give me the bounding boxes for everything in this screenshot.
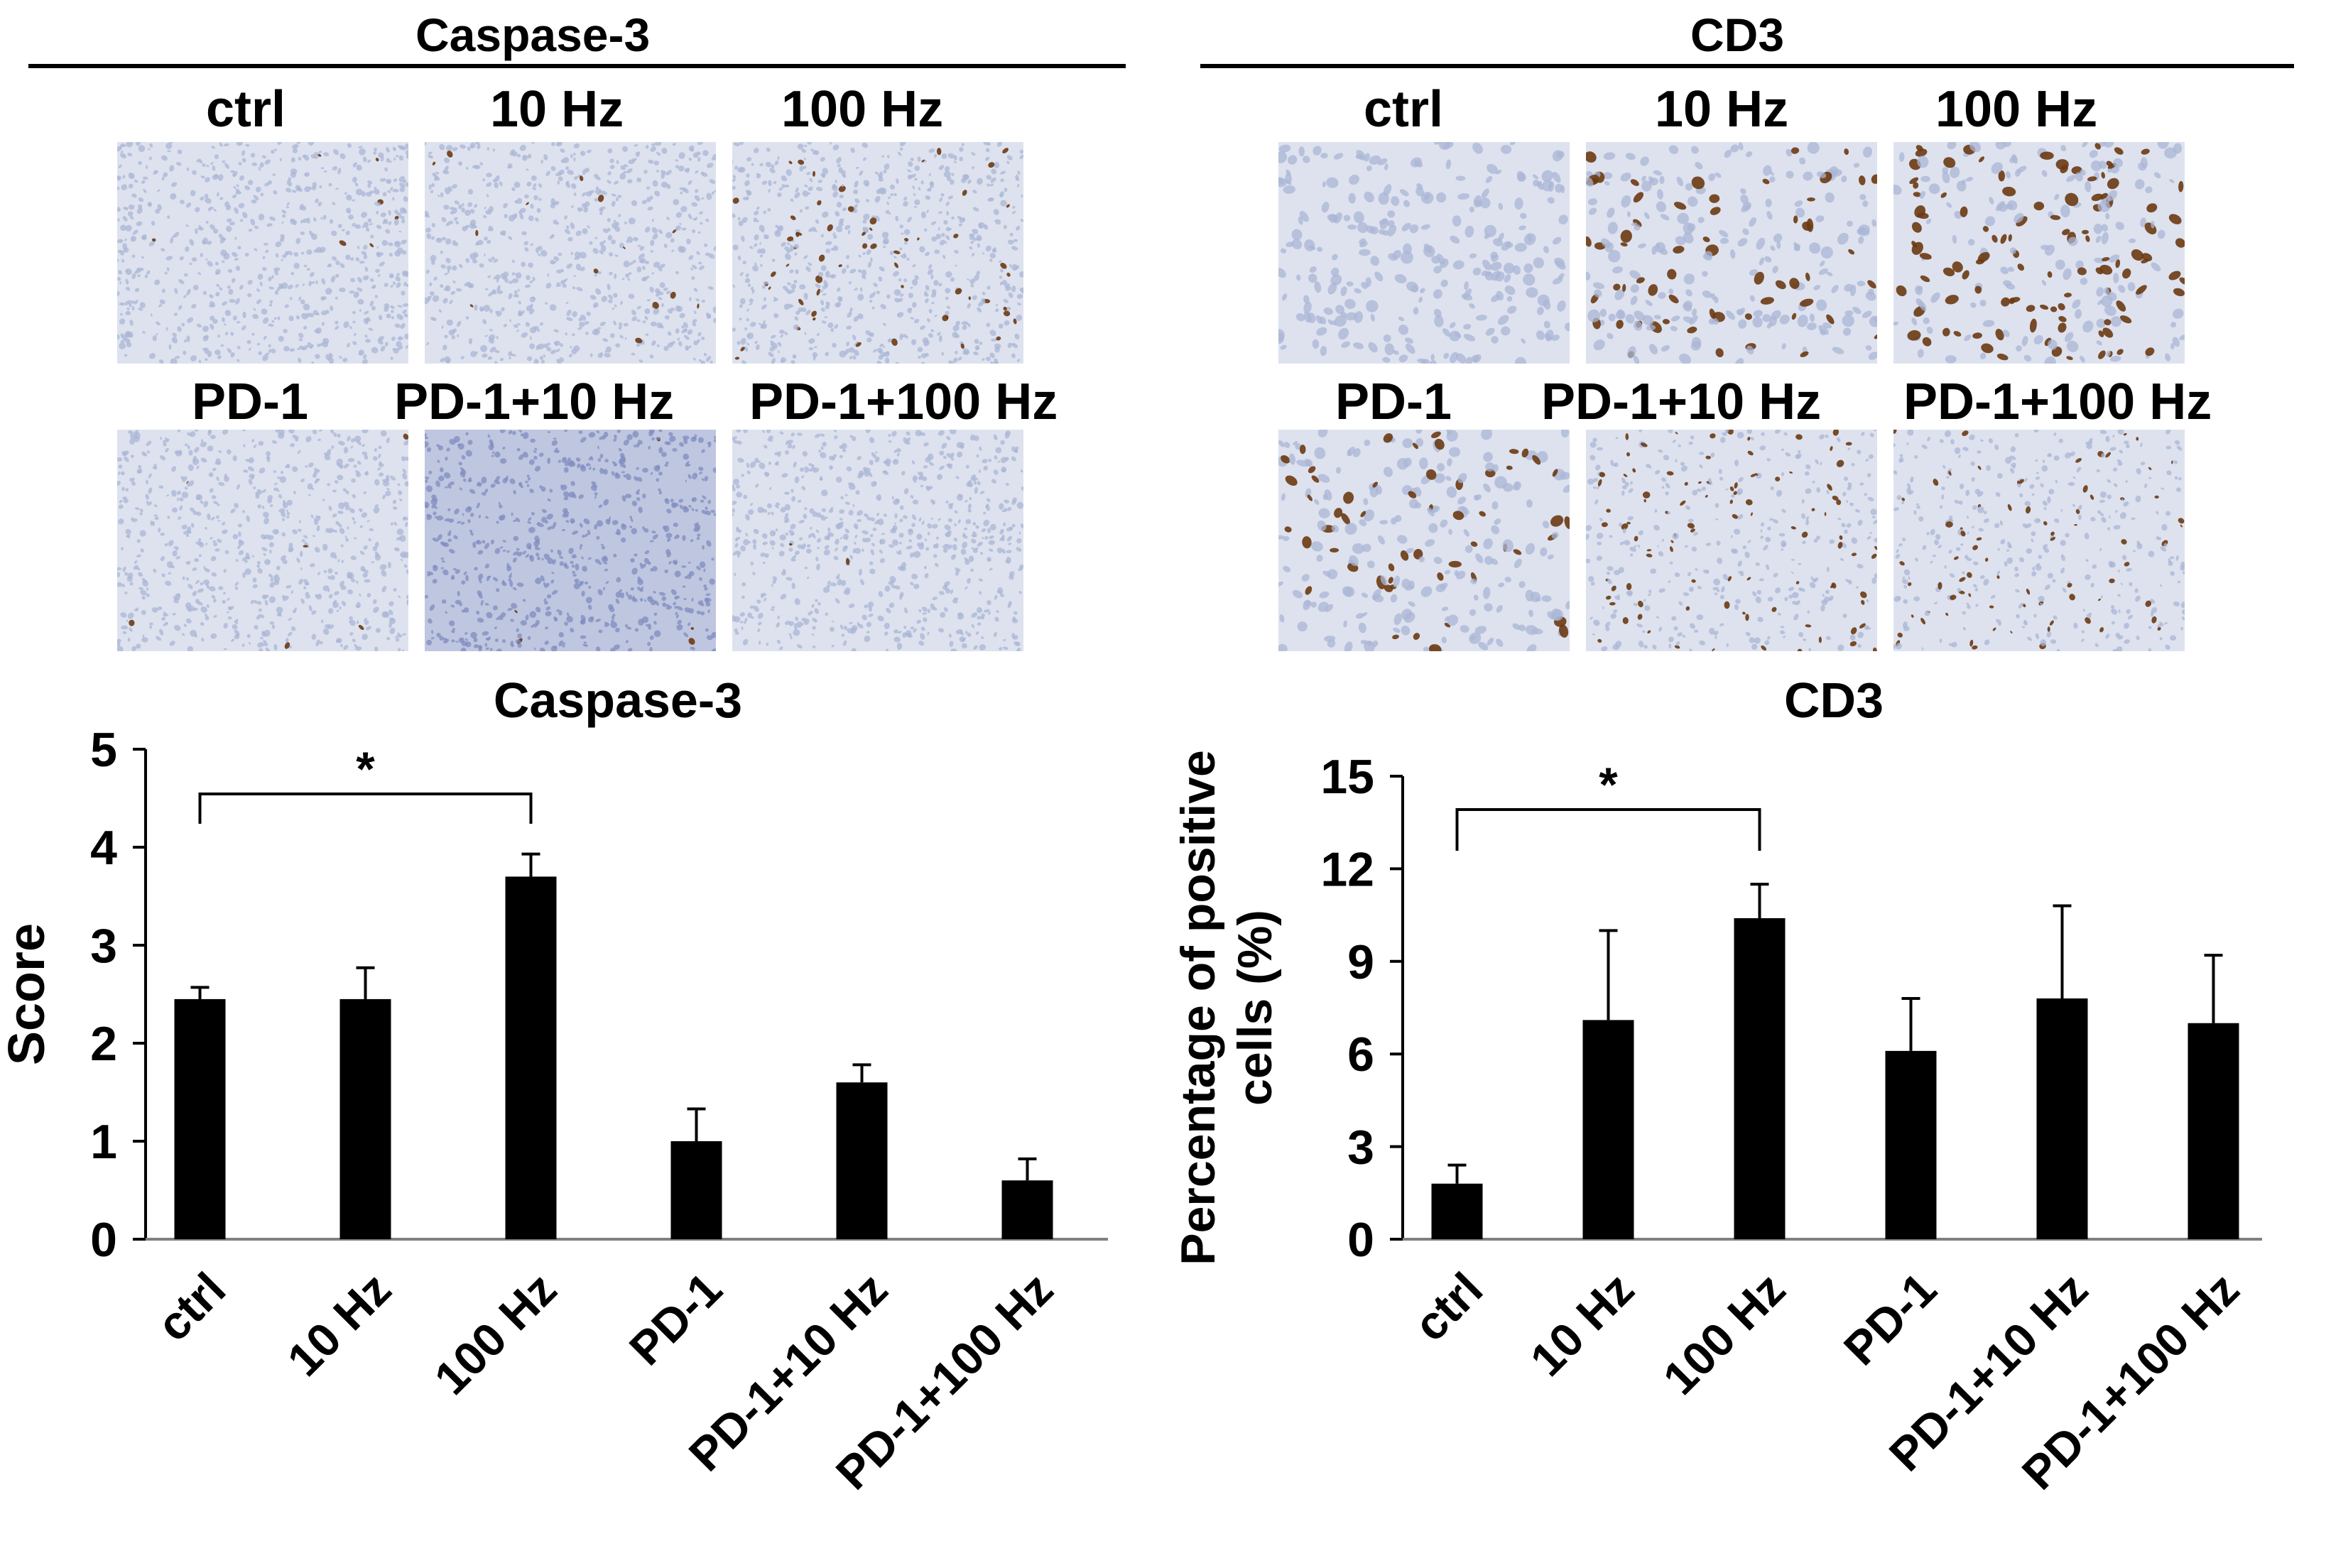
cd3-bar — [2036, 998, 2088, 1239]
cd3-bar — [1431, 1183, 1483, 1239]
cd3-bar — [1734, 918, 1786, 1239]
right-title-rule — [1200, 64, 2294, 68]
cd3-significance-bracket — [1455, 808, 1761, 851]
left-label-10hz: 10 Hz — [490, 81, 624, 138]
left-title-rule — [28, 64, 1126, 68]
right-label-pd1: PD-1 — [1335, 374, 1452, 430]
micrograph-cd3-pd1-10hz — [1586, 430, 1877, 651]
cd3-ytick-label: 15 — [1320, 750, 1374, 804]
micrograph-cd3-10hz — [1586, 142, 1877, 364]
caspase3-ytick-label: 2 — [90, 1017, 117, 1071]
cd3-ylabel: cells (%) — [1228, 910, 1282, 1106]
micrograph-caspase3-pd1-100hz — [732, 430, 1023, 651]
cd3-category-label: PD-1 — [1834, 1263, 1947, 1376]
caspase3-category-label: 100 Hz — [424, 1263, 566, 1405]
caspase3-bar — [339, 998, 391, 1239]
caspase3-significance-label: * — [356, 742, 375, 796]
caspase3-bar — [670, 1141, 722, 1239]
left-label-100hz: 100 Hz — [781, 81, 944, 138]
left-label-ctrl: ctrl — [206, 81, 286, 138]
micrograph-cd3-ctrl — [1278, 142, 1570, 364]
cd3-ytick-label: 6 — [1347, 1028, 1374, 1082]
right-label-100hz: 100 Hz — [1935, 81, 2098, 138]
cd3-ytick-label: 0 — [1347, 1213, 1374, 1267]
caspase3-ytick-label: 5 — [90, 723, 117, 777]
cd3-category-label: ctrl — [1403, 1263, 1492, 1351]
cd3-ylabel: Percentage of positive — [1171, 750, 1225, 1265]
caspase3-bar — [174, 998, 226, 1239]
cd3-ytick-label: 9 — [1347, 935, 1374, 989]
caspase3-ytick-label: 4 — [90, 821, 117, 875]
cd3-significance-label: * — [1599, 758, 1618, 812]
caspase3-ytick-label: 0 — [90, 1213, 117, 1267]
micrograph-caspase3-10hz — [425, 142, 716, 364]
left-label-pd1: PD-1 — [192, 374, 309, 430]
cd3-ytick-label: 12 — [1320, 842, 1374, 896]
left-panel-title: Caspase-3 — [415, 9, 651, 61]
cd3-ytick-label: 3 — [1347, 1121, 1374, 1175]
right-label-10hz: 10 Hz — [1655, 81, 1789, 138]
caspase3-category-label: PD-1 — [619, 1263, 732, 1376]
micrograph-cd3-pd1-100hz — [1893, 430, 2185, 651]
caspase3-category-label: ctrl — [146, 1263, 235, 1351]
caspase3-bar — [836, 1082, 888, 1239]
right-label-pd1-100hz: PD-1+100 Hz — [1903, 374, 2212, 430]
left-label-pd1-100hz: PD-1+100 Hz — [749, 374, 1058, 430]
cd3-category-label: 100 Hz — [1653, 1263, 1795, 1405]
caspase3-ytick-label: 1 — [90, 1115, 117, 1169]
micrograph-cd3-100hz — [1893, 142, 2185, 364]
caspase3-chart-title: Caspase-3 — [494, 673, 742, 728]
caspase3-significance-bracket — [198, 793, 533, 824]
micrograph-caspase3-ctrl — [117, 142, 408, 364]
cd3-category-label: 10 Hz — [1520, 1263, 1643, 1386]
micrograph-caspase3-pd1 — [117, 430, 408, 651]
cd3-bar — [2188, 1023, 2239, 1239]
caspase3-bar — [505, 876, 557, 1239]
cd3-bar — [1582, 1020, 1634, 1239]
right-label-pd1-10hz: PD-1+10 Hz — [1541, 374, 1822, 430]
cd3-bar — [1885, 1050, 1937, 1239]
cd3-chart-title: CD3 — [1784, 673, 1884, 728]
right-panel-title: CD3 — [1690, 9, 1785, 61]
micrograph-caspase3-pd1-10hz — [425, 430, 716, 651]
caspase3-ytick-label: 3 — [90, 919, 117, 973]
micrograph-caspase3-100hz — [732, 142, 1023, 364]
caspase3-ylabel: Score — [0, 923, 55, 1065]
right-label-ctrl: ctrl — [1364, 81, 1444, 138]
caspase3-bar — [1001, 1180, 1053, 1239]
micrograph-cd3-pd1 — [1278, 430, 1570, 651]
left-label-pd1-10hz: PD-1+10 Hz — [394, 374, 675, 430]
caspase3-category-label: 10 Hz — [277, 1263, 401, 1386]
